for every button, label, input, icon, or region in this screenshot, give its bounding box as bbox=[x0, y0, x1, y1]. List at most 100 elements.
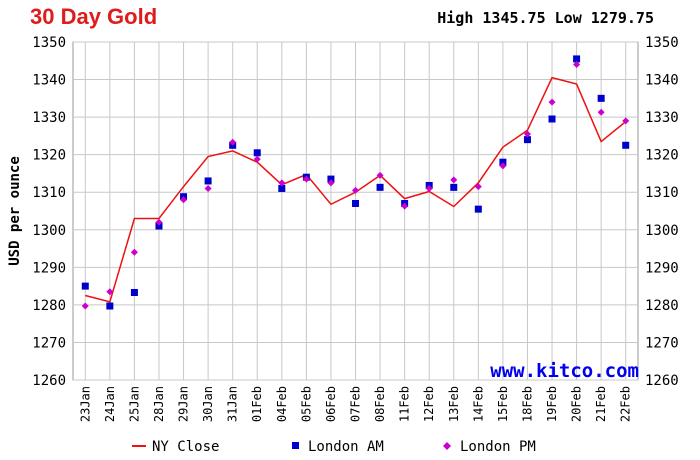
y-tick-label-right: 1320 bbox=[645, 148, 679, 164]
x-tick-label: 13Feb bbox=[447, 386, 461, 422]
london-pm-point bbox=[278, 179, 286, 187]
london-pm-point bbox=[302, 175, 310, 183]
london-am-point bbox=[523, 136, 531, 144]
london-am-point bbox=[253, 149, 261, 157]
y-axis-left: 1260 1270 1280 1290 1300 1310 1320 1330 1340 1350 bbox=[32, 35, 66, 389]
y-axis-label: USD per ounce bbox=[7, 156, 23, 266]
chart-title: 30 Day Gold bbox=[30, 4, 158, 29]
london-am-point bbox=[376, 183, 384, 191]
london-pm-point bbox=[327, 179, 335, 187]
y-tick-label-left: 1270 bbox=[32, 335, 66, 351]
london-pm-point bbox=[401, 202, 409, 210]
legend-swatch-london-am bbox=[292, 442, 299, 449]
x-tick-label: 28Jan bbox=[152, 386, 166, 422]
x-tick-label: 21Feb bbox=[594, 386, 608, 422]
london-pm-point bbox=[81, 302, 89, 310]
london-am-point bbox=[597, 94, 605, 102]
y-tick-label-right: 1330 bbox=[645, 110, 679, 126]
legend-label: London AM bbox=[308, 439, 384, 455]
london-pm-point bbox=[597, 108, 605, 116]
watermark: www.kitco.com bbox=[490, 360, 639, 382]
y-tick-label-right: 1270 bbox=[645, 335, 679, 351]
london-am-point bbox=[130, 288, 138, 296]
london-am-point bbox=[278, 184, 286, 192]
x-tick-label: 14Feb bbox=[471, 386, 485, 422]
london-pm-point bbox=[352, 186, 359, 194]
y-tick-label-left: 1340 bbox=[32, 73, 66, 89]
high-low-readout: High 1345.75 Low 1279.75 bbox=[437, 9, 654, 27]
london-pm-point bbox=[622, 117, 630, 125]
london-pm-point bbox=[474, 183, 482, 191]
gridlines bbox=[73, 41, 638, 381]
x-tick-label: 20Feb bbox=[570, 386, 584, 422]
x-tick-label: 15Feb bbox=[496, 386, 510, 422]
x-tick-label: 05Feb bbox=[299, 386, 313, 422]
london-am-point bbox=[204, 177, 212, 185]
london-pm-point bbox=[106, 288, 114, 296]
london-pm-point bbox=[204, 184, 212, 192]
london-pm-point bbox=[425, 184, 433, 192]
high-label: High bbox=[437, 9, 474, 27]
x-tick-label: 04Feb bbox=[275, 386, 289, 422]
y-tick-label-right: 1340 bbox=[645, 73, 679, 89]
y-tick-label-left: 1310 bbox=[32, 185, 66, 201]
london-pm-point bbox=[155, 218, 163, 226]
y-tick-label-right: 1260 bbox=[645, 373, 679, 389]
y-tick-label-left: 1280 bbox=[32, 298, 66, 314]
x-tick-label: 08Feb bbox=[373, 386, 387, 422]
x-tick-label: 06Feb bbox=[324, 386, 338, 422]
y-tick-label-right: 1280 bbox=[645, 298, 679, 314]
y-tick-label-right: 1310 bbox=[645, 185, 679, 201]
london-pm-point bbox=[229, 138, 237, 146]
y-tick-label-left: 1330 bbox=[32, 110, 66, 126]
london-pm-point bbox=[499, 162, 507, 170]
london-am-point bbox=[499, 158, 507, 166]
london-am-point bbox=[352, 199, 359, 207]
london-pm-point bbox=[523, 130, 531, 138]
y-tick-label-left: 1260 bbox=[32, 373, 66, 389]
y-tick-label-left: 1320 bbox=[32, 148, 66, 164]
london-pm-point bbox=[376, 171, 384, 179]
low-label: Low bbox=[554, 9, 582, 27]
x-tick-label: 01Feb bbox=[250, 386, 264, 422]
legend-label: London PM bbox=[460, 439, 536, 455]
london-pm-point bbox=[253, 155, 261, 163]
x-tick-label: 25Jan bbox=[127, 386, 141, 422]
london-am-point bbox=[573, 55, 581, 63]
y-tick-label-right: 1300 bbox=[645, 223, 679, 239]
london-am-point bbox=[622, 141, 630, 149]
london-am-point bbox=[327, 175, 335, 183]
y-tick-label-right: 1350 bbox=[645, 35, 679, 51]
x-tick-label: 23Jan bbox=[78, 386, 92, 422]
london-pm-point bbox=[573, 61, 581, 69]
london-pm-point bbox=[130, 248, 138, 256]
x-tick-label: 24Jan bbox=[103, 386, 117, 422]
london-am-point bbox=[81, 282, 89, 290]
x-tick-label: 30Jan bbox=[201, 386, 215, 422]
london-pm-point bbox=[548, 98, 556, 106]
london-am-point bbox=[106, 302, 114, 310]
series-markers bbox=[81, 55, 630, 310]
y-tick-label-left: 1350 bbox=[32, 35, 66, 51]
x-axis: 23Jan 24Jan 25Jan 28Jan 29Jan 30Jan 31Jan 01Feb… bbox=[78, 386, 632, 422]
london-am-point bbox=[155, 222, 163, 230]
low-value: 1279.75 bbox=[590, 9, 654, 27]
x-tick-label: 31Jan bbox=[226, 386, 240, 422]
x-tick-label: 07Feb bbox=[349, 386, 363, 422]
legend-swatch-london-pm bbox=[443, 442, 451, 450]
y-axis-right: 1260 1270 1280 1290 1300 1310 1320 1330 1340 1350 bbox=[645, 35, 679, 389]
y-tick-label-left: 1290 bbox=[32, 260, 66, 276]
legend-label: NY Close bbox=[152, 439, 219, 455]
london-pm-point bbox=[180, 196, 188, 204]
x-tick-label: 18Feb bbox=[520, 386, 534, 422]
london-am-point bbox=[474, 205, 482, 213]
x-tick-label: 11Feb bbox=[398, 386, 412, 422]
london-am-point bbox=[450, 183, 458, 191]
x-tick-label: 29Jan bbox=[177, 386, 191, 422]
london-am-point bbox=[548, 115, 556, 123]
y-tick-label-right: 1290 bbox=[645, 260, 679, 276]
high-value: 1345.75 bbox=[482, 9, 546, 27]
x-tick-label: 12Feb bbox=[422, 386, 436, 422]
x-tick-label: 22Feb bbox=[619, 386, 633, 422]
